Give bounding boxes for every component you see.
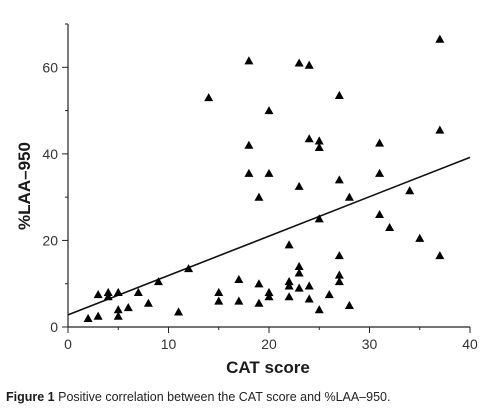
data-point bbox=[435, 34, 445, 43]
data-point bbox=[113, 287, 123, 296]
data-point bbox=[334, 175, 344, 184]
data-point bbox=[244, 140, 254, 149]
y-tick-label: 0 bbox=[50, 319, 58, 335]
data-point bbox=[284, 277, 294, 286]
figure-caption: Figure 1 Positive correlation between th… bbox=[6, 390, 486, 404]
data-point bbox=[314, 136, 324, 145]
scatter-chart: 0 10 20 30 40 0 20 40 60 CAT score %LAA–950 bbox=[15, 23, 478, 377]
data-point bbox=[123, 303, 133, 312]
data-point bbox=[214, 296, 224, 305]
data-point bbox=[314, 305, 324, 314]
data-point bbox=[385, 222, 395, 232]
data-point bbox=[234, 296, 244, 305]
data-point bbox=[294, 261, 304, 270]
data-point bbox=[103, 292, 113, 301]
data-point bbox=[294, 268, 304, 277]
data-point bbox=[284, 240, 294, 249]
data-point bbox=[344, 192, 354, 201]
data-point bbox=[264, 106, 274, 115]
data-point bbox=[254, 279, 264, 288]
data-points bbox=[67, 34, 471, 322]
data-point bbox=[153, 277, 163, 286]
data-point bbox=[83, 313, 93, 322]
data-point bbox=[304, 134, 314, 143]
data-point bbox=[204, 93, 214, 102]
axes: 0 10 20 30 40 0 20 40 60 bbox=[42, 23, 478, 352]
data-point bbox=[405, 186, 415, 195]
data-point bbox=[93, 290, 103, 299]
x-tick-label: 40 bbox=[462, 336, 478, 352]
x-tick-label: 20 bbox=[261, 336, 277, 352]
data-point bbox=[334, 251, 344, 260]
data-point bbox=[435, 125, 445, 134]
figure-label: Figure 1 bbox=[6, 390, 55, 404]
data-point bbox=[294, 181, 304, 190]
data-point bbox=[174, 307, 184, 316]
data-point bbox=[375, 168, 385, 177]
data-point bbox=[234, 274, 244, 283]
x-axis-title: CAT score bbox=[226, 358, 310, 377]
data-point bbox=[375, 138, 385, 147]
data-point bbox=[244, 168, 254, 177]
data-point bbox=[214, 287, 224, 296]
data-point bbox=[334, 90, 344, 100]
data-point bbox=[324, 290, 334, 299]
x-tick-label: 10 bbox=[161, 336, 177, 352]
data-point bbox=[304, 294, 314, 303]
data-point bbox=[294, 283, 304, 292]
figure-caption-text: Positive correlation between the CAT sco… bbox=[58, 390, 391, 404]
data-point bbox=[375, 209, 385, 219]
y-tick-label: 20 bbox=[42, 232, 58, 248]
data-point bbox=[93, 311, 103, 320]
data-point bbox=[264, 168, 274, 177]
y-axis-title: %LAA–950 bbox=[15, 142, 34, 230]
data-point bbox=[284, 292, 294, 301]
data-point bbox=[264, 287, 274, 296]
data-point bbox=[294, 58, 304, 67]
y-tick-label: 60 bbox=[42, 59, 58, 75]
data-point bbox=[334, 277, 344, 286]
data-point bbox=[184, 264, 194, 273]
data-point bbox=[254, 192, 264, 201]
regression-line bbox=[67, 156, 471, 316]
data-point bbox=[314, 142, 324, 151]
data-point bbox=[113, 305, 123, 314]
x-tick-label: 30 bbox=[362, 336, 378, 352]
data-point bbox=[344, 300, 354, 309]
data-point bbox=[143, 298, 153, 307]
data-point bbox=[334, 270, 344, 279]
data-point bbox=[103, 287, 113, 296]
data-point bbox=[254, 298, 264, 307]
data-point bbox=[435, 251, 445, 260]
data-point bbox=[314, 214, 324, 223]
data-point bbox=[304, 60, 314, 69]
y-tick-label: 40 bbox=[42, 146, 58, 162]
data-point bbox=[264, 292, 274, 301]
data-point bbox=[284, 281, 294, 290]
data-point bbox=[133, 287, 143, 296]
data-point bbox=[244, 56, 254, 65]
data-point bbox=[304, 281, 314, 290]
data-point bbox=[113, 311, 123, 320]
x-tick-label: 0 bbox=[64, 336, 72, 352]
data-point bbox=[415, 233, 425, 242]
